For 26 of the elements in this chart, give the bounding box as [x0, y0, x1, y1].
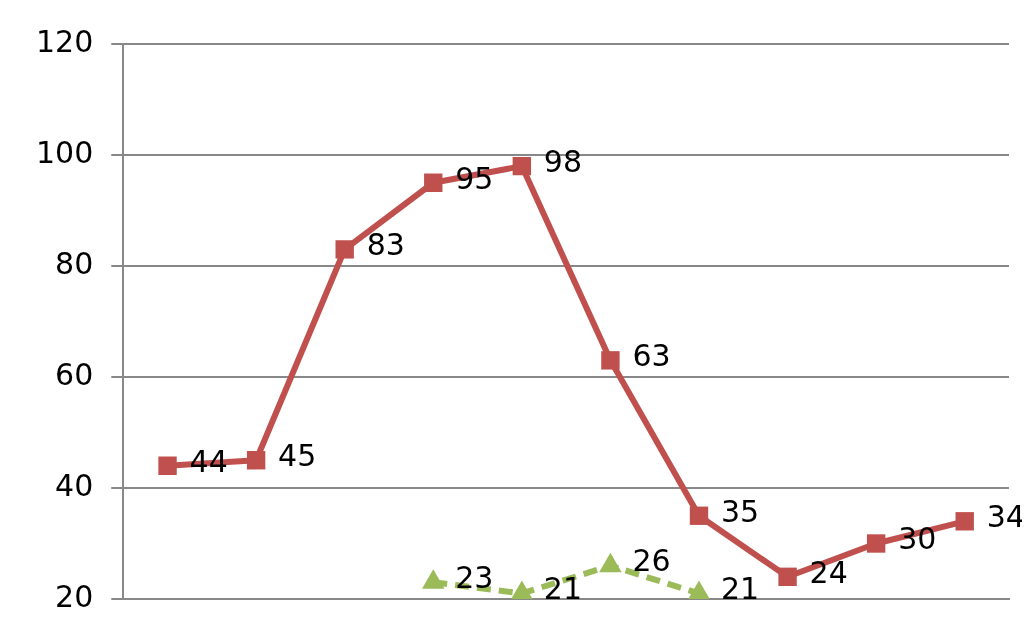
- data-label: 83: [366, 227, 405, 263]
- data-label: 21: [720, 571, 760, 607]
- point: [246, 451, 266, 470]
- y-tick-label: 40: [55, 467, 94, 503]
- y-tick-label: 20: [55, 578, 94, 614]
- point: [866, 534, 886, 553]
- point: [955, 512, 974, 531]
- data-label: 23: [455, 560, 494, 596]
- point: [424, 173, 443, 192]
- y-tick-label: 100: [36, 134, 94, 170]
- data-label: 45: [278, 438, 317, 474]
- point: [601, 351, 620, 370]
- data-label: 21: [543, 571, 583, 607]
- data-label: 98: [543, 143, 583, 179]
- point: [689, 506, 709, 525]
- data-label: 35: [720, 493, 760, 529]
- point: [512, 156, 532, 176]
- y-tick-label: 120: [36, 23, 94, 59]
- data-label: 24: [809, 554, 848, 590]
- y-tick-label: 80: [55, 245, 94, 281]
- y-tick-label: 60: [55, 356, 94, 392]
- data-label: 63: [632, 338, 671, 374]
- point: [778, 567, 797, 586]
- data-label: 26: [632, 543, 671, 579]
- point: [335, 240, 354, 259]
- point: [158, 456, 177, 475]
